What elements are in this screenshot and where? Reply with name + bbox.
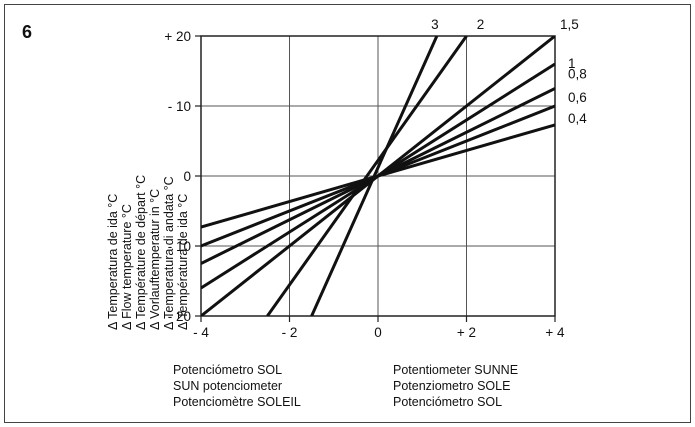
x-caption-right: Potentiometer SUNNE Potenziometro SOLE P… xyxy=(393,362,518,410)
x-tick-label: 0 xyxy=(374,325,382,340)
y-tick-label: + 20 xyxy=(164,29,191,44)
figure-number: 6 xyxy=(22,22,33,42)
y-tick-label: 0 xyxy=(183,169,191,184)
x-caption-left-line: SUN potenciometer xyxy=(173,379,283,393)
series-line xyxy=(266,36,468,316)
y-tick-label: - 20 xyxy=(168,309,191,324)
series-label: 0,4 xyxy=(568,111,587,126)
series-label: 0,8 xyxy=(568,67,587,82)
y-tick-label: - 10 xyxy=(168,99,191,114)
x-caption-left-line: Potenciómetro SOL xyxy=(173,363,283,377)
series-label: 1,5 xyxy=(560,17,579,32)
series-line xyxy=(201,123,555,229)
x-caption-right-line: Potentiometer SUNNE xyxy=(393,363,519,377)
x-caption-right-line: Potenciómetro SOL xyxy=(393,395,503,409)
x-tick-label: + 4 xyxy=(545,325,565,340)
figure-frame xyxy=(4,4,691,423)
series-label: 1 xyxy=(568,56,576,71)
x-tick-label: - 2 xyxy=(282,325,298,340)
x-caption-left-line: Potenciomètre SOLEIL xyxy=(173,395,301,409)
series-label: 0,6 xyxy=(568,90,587,105)
x-caption-right-line: Potenziometro SOLE xyxy=(393,379,511,393)
series-label: 2 xyxy=(477,17,485,32)
x-caption-left: Potenciómetro SOL SUN potenciometer Pote… xyxy=(173,362,301,410)
series-label: 3 xyxy=(431,17,439,32)
y-tick-label: - 10 xyxy=(168,239,191,254)
x-tick-label: + 2 xyxy=(457,325,476,340)
x-tick-label: - 4 xyxy=(193,325,209,340)
